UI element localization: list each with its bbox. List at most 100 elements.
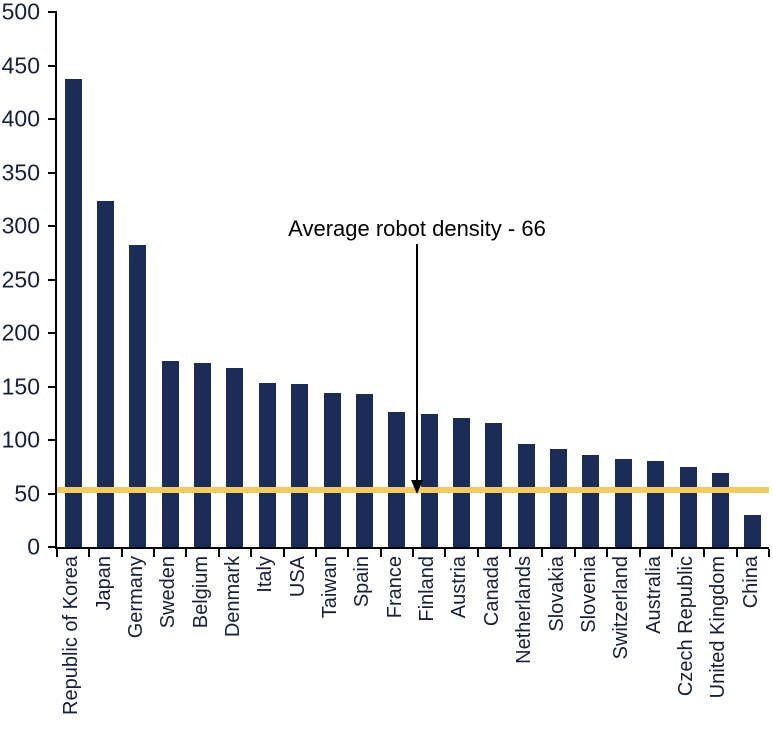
y-tick-label: 500: [1, 0, 40, 25]
bar-slot: [122, 12, 154, 547]
x-tick-label: Japan: [92, 556, 115, 611]
bar-slot: [186, 12, 218, 547]
x-tick-label: Germany: [124, 556, 147, 639]
x-label-slot: Finland: [411, 549, 443, 739]
x-label-slot: Czech Republic: [670, 549, 702, 739]
x-label-slot: Slovakia: [540, 549, 572, 739]
y-tick-label: 50: [14, 480, 40, 506]
y-tick-mark: [48, 439, 57, 441]
y-tick-label: 450: [1, 52, 40, 78]
x-tick-label: USA: [286, 556, 309, 598]
plot-area: Average robot density - 66: [48, 11, 770, 557]
x-tick-label: Spain: [351, 556, 374, 608]
bar: [258, 383, 276, 547]
x-tick-mark: [88, 549, 91, 557]
x-tick-label: Australia: [642, 556, 665, 634]
y-tick-mark: [48, 385, 57, 388]
bar: [517, 444, 535, 547]
x-label-slot: Netherlands: [508, 549, 540, 739]
x-tick-mark: [412, 549, 414, 557]
bar: [550, 448, 568, 547]
x-tick-mark: [541, 549, 544, 557]
x-tick-label: Italy: [254, 556, 277, 593]
x-tick-mark: [638, 549, 641, 557]
x-label-slot: Austria: [443, 549, 475, 739]
bar-slot: [575, 12, 607, 547]
bar-slot: [413, 12, 445, 547]
y-tick-mark: [48, 171, 57, 174]
x-tick-mark: [347, 549, 350, 557]
bar-slot: [219, 12, 251, 547]
x-label-slot: USA: [282, 549, 314, 739]
x-tick-label: Republic of Korea: [60, 556, 83, 715]
bar: [452, 417, 470, 547]
y-tick-mark: [48, 492, 57, 495]
y-tick-mark: [48, 546, 57, 548]
x-tick-mark: [120, 549, 123, 557]
bar: [161, 360, 179, 547]
x-tick-label: France: [383, 556, 406, 619]
y-tick-mark: [48, 278, 57, 281]
bar-slot: [510, 12, 542, 547]
x-tick-mark: [314, 549, 317, 557]
y-tick-label: 250: [1, 266, 40, 292]
bar: [647, 461, 665, 547]
x-label-slot: Sweden: [152, 549, 184, 739]
x-tick-label: Czech Republic: [675, 556, 697, 697]
y-tick-label: 0: [27, 533, 40, 560]
y-tick-label: 100: [1, 426, 40, 453]
bar-slot: [445, 12, 477, 547]
bar: [291, 384, 309, 547]
x-tick-label: Switzerland: [610, 556, 633, 660]
x-tick-label: United Kingdom: [707, 556, 730, 699]
annotation-arrow-icon: [411, 244, 423, 494]
bar-slot: [348, 12, 380, 547]
x-tick-mark: [444, 549, 447, 557]
x-tick-mark: [250, 549, 253, 557]
x-tick-label: Slovenia: [577, 556, 600, 633]
bar: [64, 79, 82, 547]
bar: [711, 473, 729, 547]
bar-slot: [478, 12, 510, 547]
x-label-slot: Germany: [120, 549, 152, 739]
y-tick-label: 200: [1, 319, 40, 346]
x-tick-label: China: [739, 556, 762, 609]
bar-slot: [607, 12, 639, 547]
y-tick-label: 300: [1, 212, 40, 239]
bar-slot: [89, 12, 121, 547]
x-label-slot: Switzerland: [605, 549, 637, 739]
x-tick-mark: [606, 549, 609, 557]
x-tick-mark: [379, 549, 382, 557]
bar: [226, 368, 244, 547]
y-tick-mark: [48, 332, 57, 334]
bar: [582, 454, 600, 547]
x-tick-label: Slovakia: [545, 556, 568, 632]
bar: [129, 245, 147, 547]
bar-slot: [284, 12, 316, 547]
y-tick-label: 150: [1, 373, 40, 399]
bar: [420, 414, 438, 547]
x-label-slot: Spain: [346, 549, 378, 739]
x-label-slot: Slovenia: [573, 549, 605, 739]
bar: [323, 392, 341, 547]
x-tick-label: Belgium: [189, 556, 212, 629]
bar-slot: [57, 12, 89, 547]
x-tick-label: Taiwan: [319, 556, 342, 619]
x-label-slot: Australia: [637, 549, 669, 739]
bar: [388, 412, 406, 547]
y-tick-mark: [48, 225, 57, 227]
y-tick-mark: [48, 118, 57, 120]
bars-container: [57, 12, 769, 547]
x-label-slot: Italy: [249, 549, 281, 739]
x-tick-label: Finland: [416, 556, 439, 622]
x-tick-mark: [185, 549, 188, 557]
bar-slot: [381, 12, 413, 547]
x-label-slot: France: [379, 549, 411, 739]
x-tick-mark: [153, 549, 156, 557]
bar: [485, 422, 503, 547]
x-tick-label: Denmark: [221, 556, 244, 638]
bar: [679, 466, 697, 547]
y-tick-mark: [48, 64, 57, 67]
bar: [355, 394, 373, 547]
